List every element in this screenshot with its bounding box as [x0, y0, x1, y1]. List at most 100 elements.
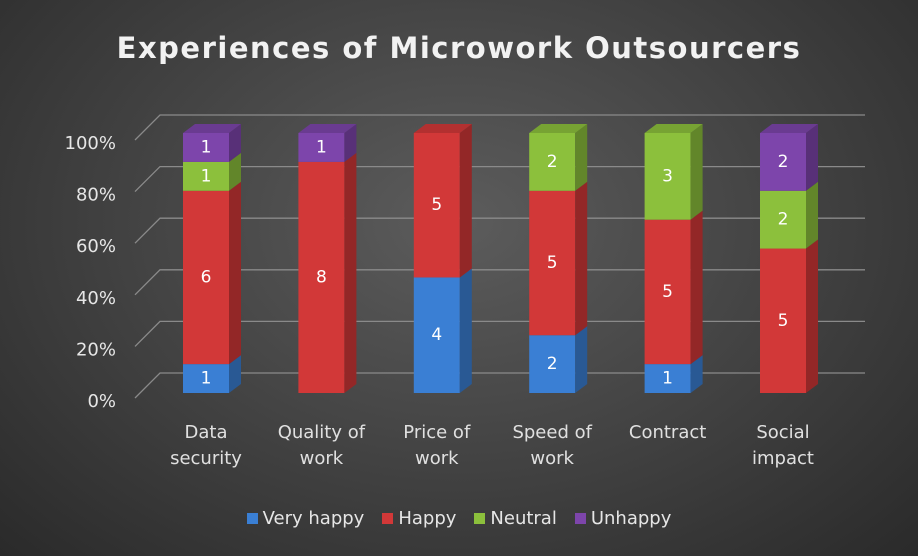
bar-front [529, 335, 576, 393]
bar-front [760, 133, 806, 191]
data-label: 2 [547, 152, 558, 172]
legend-item: Unhappy [574, 508, 672, 529]
grid-line [134, 372, 865, 399]
data-label: 2 [778, 210, 789, 230]
bar-segment [413, 268, 472, 393]
x-tick-label: Contract [628, 422, 707, 443]
data-label: 5 [431, 195, 442, 215]
bar-front [298, 161, 345, 393]
bar-front [183, 190, 229, 365]
y-tick-label: 0% [87, 391, 116, 412]
bar-side [575, 124, 588, 191]
data-label: 6 [201, 267, 212, 287]
bar-segment [298, 124, 357, 162]
data-label: 1 [201, 369, 212, 389]
bar-side [344, 124, 357, 162]
x-tick-label: Price of work [403, 422, 471, 469]
bar-segment [183, 181, 241, 365]
x-tick-label: Social impact [752, 422, 814, 469]
bar-segment [760, 124, 818, 191]
bar-side [344, 152, 357, 393]
bar-segment [644, 355, 703, 393]
bar-side [690, 124, 703, 220]
legend-label: Neutral [490, 508, 557, 529]
bar-front [413, 277, 460, 393]
bar-segment [529, 124, 588, 191]
bar-front [183, 161, 229, 191]
data-label: 2 [778, 152, 789, 172]
legend-label: Happy [398, 508, 457, 529]
bar-side [806, 124, 818, 191]
bar-front [644, 133, 691, 220]
bar-segment [529, 326, 588, 393]
bar-front [183, 364, 229, 393]
data-label: 2 [547, 354, 558, 374]
data-label: 1 [662, 369, 673, 389]
bar-front [644, 364, 691, 393]
bar-segment [298, 152, 357, 393]
legend-item: Neutral [474, 508, 557, 529]
bar-side [229, 181, 241, 365]
legend: Very happy Happy Neutral Unhappy [0, 508, 918, 529]
data-label: 5 [778, 311, 789, 331]
data-label: 8 [316, 267, 327, 287]
data-label: 1 [201, 137, 212, 157]
grid-line [134, 165, 865, 193]
grid-line [134, 217, 865, 244]
data-label: 1 [316, 137, 327, 157]
y-tick-label: 40% [76, 288, 116, 309]
legend-swatch [474, 513, 486, 524]
x-tick-label: Data security [170, 422, 242, 469]
bar-side [806, 239, 818, 393]
data-label: 5 [662, 282, 673, 302]
bar-top [529, 124, 588, 133]
bar-segment [760, 181, 818, 249]
legend-swatch [574, 513, 586, 524]
data-label: 5 [547, 253, 558, 273]
bar-side [459, 124, 472, 278]
bar-side [575, 181, 588, 336]
bar-segment [413, 124, 472, 278]
y-tick-label: 80% [76, 185, 116, 206]
data-label: 4 [431, 325, 442, 345]
bar-side [229, 124, 241, 162]
bar-segment [644, 210, 703, 365]
grid-line [134, 114, 865, 141]
legend-item: Very happy [246, 508, 365, 529]
bar-segment [760, 239, 818, 393]
bar-front [529, 190, 576, 336]
bar-side [690, 355, 703, 393]
bar-segment [183, 355, 241, 393]
bar-front [644, 219, 691, 365]
bar-front [760, 190, 806, 249]
bar-front [529, 133, 576, 191]
legend-label: Very happy [262, 508, 365, 529]
grid-line [134, 269, 865, 296]
bar-side [459, 268, 472, 393]
chart-title: Experiences of Microwork Outsourcers [117, 31, 802, 65]
data-label: 1 [201, 166, 212, 186]
bar-top [760, 124, 818, 133]
bar-front [413, 133, 460, 278]
y-tick-label: 60% [76, 236, 116, 257]
y-tick-label: 20% [76, 339, 116, 360]
data-label: 3 [662, 166, 673, 186]
legend-item: Happy [382, 508, 456, 529]
bar-segment [183, 124, 241, 162]
bar-front [183, 133, 229, 162]
grid-line [134, 320, 865, 347]
bar-side [575, 326, 588, 393]
bar-side [806, 181, 818, 249]
bar-side [690, 210, 703, 365]
legend-label: Unhappy [590, 508, 672, 529]
bar-segment [183, 152, 241, 191]
bar-segment [529, 181, 588, 336]
bar-top [298, 124, 357, 133]
bar-side [229, 355, 241, 393]
bar-segment [644, 124, 703, 220]
x-tick-label: Speed of work [512, 422, 592, 469]
y-tick-label: 100% [65, 133, 116, 154]
bar-front [760, 248, 806, 393]
